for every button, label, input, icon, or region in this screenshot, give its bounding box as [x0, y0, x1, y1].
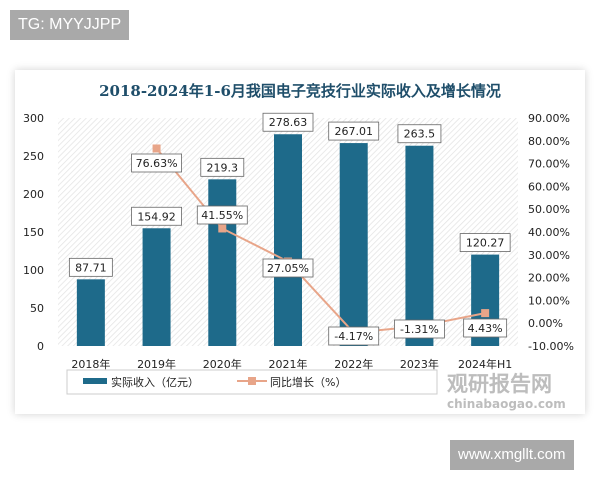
growth-value-label: 27.05% [267, 262, 309, 275]
growth-value-label-box [196, 205, 248, 225]
bar-value-label-box [68, 257, 113, 277]
left-tick-label: 150 [23, 226, 44, 239]
bar-value-label: 267.01 [334, 125, 373, 138]
growth-value-label: 76.63% [136, 157, 178, 170]
growth-value-label-box [328, 326, 380, 346]
right-tick-label: 80.00% [528, 135, 570, 148]
growth-value-label-box [131, 153, 182, 173]
bar-value-label: 120.27 [466, 237, 505, 250]
legend-line-marker [248, 377, 256, 385]
x-tick-label: 2023年 [400, 357, 439, 371]
growth-marker [218, 224, 227, 233]
chart-svg: 0 50 100 150 200 250 300 -10.00% 0.00% 10.00% 20.0… [23, 112, 574, 395]
right-tick-label: 50.00% [528, 203, 570, 216]
watermark-url: chinabaogao.com [447, 397, 566, 411]
left-tick-label: 250 [23, 150, 44, 163]
right-tick-label: 40.00% [528, 226, 570, 239]
legend-bar-swatch [83, 378, 107, 384]
growth-value-label-box [463, 318, 508, 338]
bar [405, 145, 434, 346]
bar [142, 228, 171, 346]
growth-value-label: -4.17% [334, 330, 373, 343]
left-tick-label: 200 [23, 188, 44, 201]
chart-card: 2018-2024年1-6月我国电子竞技行业实际收入及增长情况 0 50 100 15… [15, 70, 585, 414]
top-watermark-tag: TG: MYYJJPP [10, 10, 130, 40]
left-tick-label: 300 [23, 112, 44, 125]
right-tick-label: 90.00% [528, 112, 570, 125]
right-tick-label: -10.00% [528, 340, 574, 353]
legend-bar-label: 实际收入（亿元） [111, 375, 199, 389]
right-tick-label: 20.00% [528, 272, 570, 285]
bar-value-label: 263.5 [404, 128, 436, 141]
x-tick-label: 2020年 [203, 357, 242, 371]
bar-value-label-box [131, 206, 182, 226]
x-tick-label: 2019年 [137, 357, 176, 371]
growth-value-label-box [262, 258, 314, 278]
bar-value-label-box [397, 124, 442, 144]
left-tick-label: 50 [30, 302, 44, 315]
chart-title: 2018-2024年1-6月我国电子竞技行业实际收入及增长情况 [99, 82, 501, 100]
bar [76, 279, 105, 346]
bar [274, 134, 302, 346]
bar [339, 143, 368, 346]
right-tick-label: 60.00% [528, 180, 570, 193]
bottom-watermark-tag: www.xmgllt.com [450, 440, 574, 470]
bar-value-label: 219.3 [207, 161, 239, 174]
growth-marker [152, 144, 161, 153]
x-tick-label: 2024年H1 [458, 357, 512, 371]
bar-value-label-box [262, 112, 314, 132]
right-tick-label: 10.00% [528, 294, 570, 307]
growth-value-label: 4.43% [468, 322, 503, 335]
bar-value-label-box [200, 157, 245, 177]
bar-value-label-box [459, 233, 511, 252]
bar-value-label: 154.92 [137, 210, 176, 223]
x-tick-label: 2021年 [269, 357, 308, 371]
legend-line-label: 同比增长（%） [270, 375, 346, 389]
right-tick-label: 70.00% [528, 158, 570, 171]
growth-marker [481, 309, 490, 318]
right-tick-label: 30.00% [528, 249, 570, 262]
growth-value-label-box [394, 319, 445, 339]
bar-value-label: 87.71 [75, 261, 107, 274]
x-tick-label: 2018年 [71, 357, 110, 371]
right-tick-label: 0.00% [528, 317, 563, 330]
watermark-name: 观研报告网 [447, 372, 552, 396]
left-tick-label: 0 [37, 340, 44, 353]
x-tick-label: 2022年 [334, 357, 373, 371]
growth-value-label: 41.55% [201, 209, 243, 222]
bar [208, 179, 237, 346]
left-tick-label: 100 [23, 264, 44, 277]
bar-value-label-box [328, 121, 380, 141]
bar-value-label: 278.63 [269, 116, 308, 129]
growth-value-label: -1.31% [400, 323, 439, 336]
